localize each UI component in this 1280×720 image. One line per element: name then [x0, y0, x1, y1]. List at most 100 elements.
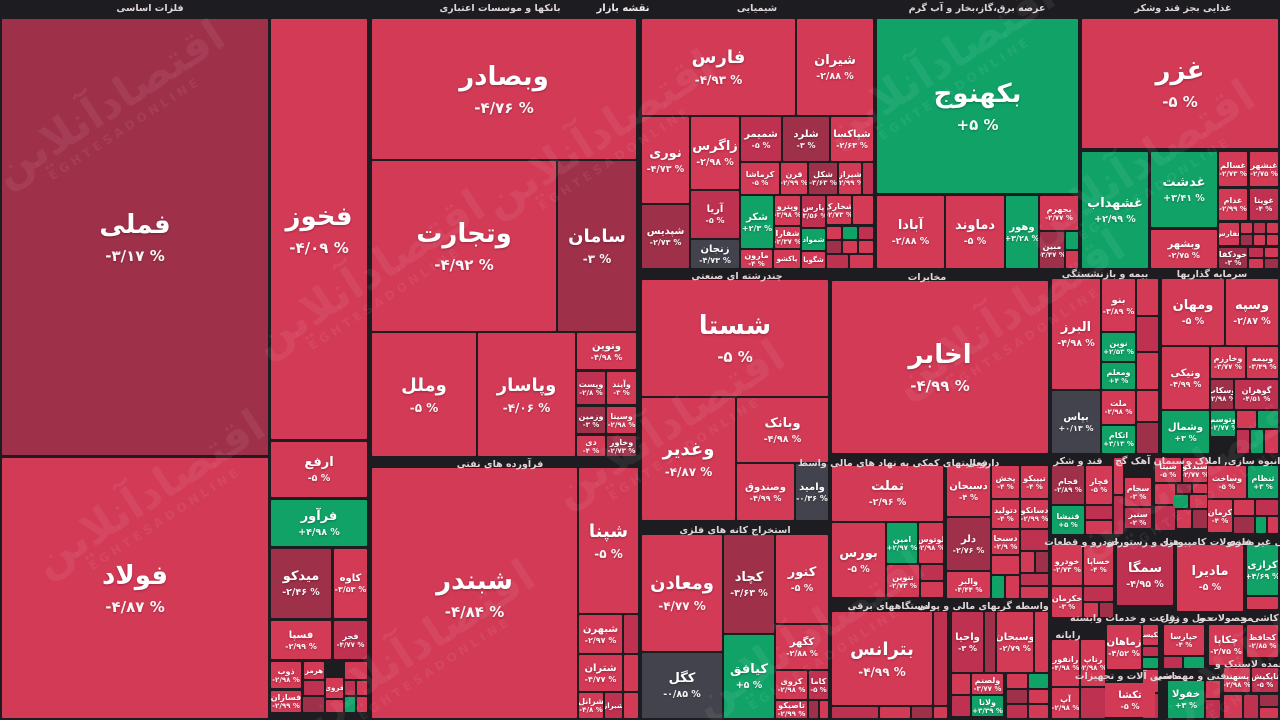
tile-unlabeled[interactable]	[985, 612, 995, 672]
tile-دماوند[interactable]: دماوند -۵ %	[946, 196, 1004, 268]
tile-unlabeled[interactable]	[1268, 517, 1278, 533]
tile-فولاد[interactable]: فولاد -۴/۸۷ %	[2, 458, 268, 718]
tile-وپترو[interactable]: وپترو -۳/۹۸ %	[775, 196, 800, 225]
tile-unlabeled[interactable]	[1029, 705, 1048, 718]
tile-unlabeled[interactable]	[934, 612, 947, 705]
tile-unlabeled[interactable]	[1021, 530, 1048, 550]
tile-unlabeled[interactable]	[1066, 232, 1078, 249]
tile-بنو[interactable]: بنو -۳/۸۹ %	[1102, 279, 1135, 331]
tile-unlabeled[interactable]	[1193, 510, 1207, 528]
tile-وبصادر[interactable]: وبصادر -۴/۷۶ %	[372, 19, 636, 159]
tile-unlabeled[interactable]	[304, 681, 324, 695]
tile-نوری[interactable]: نوری -۴/۷۳ %	[642, 117, 689, 203]
tile-دسبحان[interactable]: دسبحان -۴ %	[947, 466, 990, 516]
tile-وپاسار[interactable]: وپاسار -۴/۰۶ %	[478, 333, 575, 456]
tile-unlabeled[interactable]	[1177, 510, 1191, 528]
tile-اخابر[interactable]: اخابر -۴/۹۹ %	[832, 281, 1048, 453]
tile-unlabeled[interactable]	[1007, 705, 1027, 718]
tile-کیافق[interactable]: کیافق +۵ %	[724, 635, 774, 718]
tile-ولانا[interactable]: ولانا +۳/۳۹ %	[972, 696, 1003, 716]
tile-ونیکی[interactable]: ونیکی -۴/۹۹ %	[1162, 347, 1209, 409]
tile-unlabeled[interactable]	[1267, 235, 1278, 245]
tile-unlabeled[interactable]	[1190, 495, 1207, 508]
tile-شخارک[interactable]: شخارک-۲/۷۳ %	[827, 196, 851, 224]
tile-unlabeled[interactable]	[345, 681, 355, 695]
tile-وهور[interactable]: وهور +۳/۲۸ %	[1006, 196, 1038, 268]
tile-unlabeled[interactable]	[1155, 506, 1175, 530]
tile-غسالم[interactable]: غسالم -۲/۷۳ %	[1219, 152, 1247, 186]
tile-unlabeled[interactable]	[880, 707, 910, 718]
tile-unlabeled[interactable]	[357, 681, 367, 695]
tile-کاما[interactable]: کاما -۵ %	[809, 671, 828, 699]
tile-unlabeled[interactable]	[1177, 484, 1191, 493]
tile-unlabeled[interactable]	[1260, 695, 1278, 706]
tile-unlabeled[interactable]	[1086, 521, 1112, 534]
tile-کرازی[interactable]: کرازی+۴/۶۹ %	[1247, 545, 1278, 595]
tile-unlabeled[interactable]	[1249, 259, 1263, 268]
tile-کحافظ[interactable]: کحافظ -۲/۸۵ %	[1247, 625, 1278, 657]
tile-هرمز[interactable]: هرمز-۴ %	[304, 662, 324, 679]
tile-تیپیکو[interactable]: تیپیکو -۴ %	[1021, 466, 1048, 498]
tile-unlabeled[interactable]	[1029, 674, 1048, 688]
tile-البرز[interactable]: البرز -۴/۹۸ %	[1052, 279, 1100, 389]
tile-وبشهر[interactable]: وبشهر -۲/۷۵ %	[1151, 230, 1217, 268]
tile-غدام[interactable]: غدام -۲/۹۹ %	[1219, 189, 1247, 220]
tile-شبراز[interactable]: شبراز-۴ %	[605, 693, 622, 718]
tile-خکرمان[interactable]: خکرمان -۳ %	[1052, 587, 1082, 617]
tile-unlabeled[interactable]	[850, 255, 873, 268]
tile-unlabeled[interactable]	[1137, 279, 1158, 315]
tile-واحیا[interactable]: واحیا -۳ %	[952, 612, 983, 672]
tile-سجام[interactable]: سجام -۳ %	[1125, 478, 1151, 506]
tile-غفارس[interactable]: غفارس-۴/۷۳ %	[1219, 223, 1239, 245]
tile-unlabeled[interactable]	[1193, 484, 1207, 493]
tile-unlabeled[interactable]	[1021, 574, 1048, 585]
tile-unlabeled[interactable]	[1237, 411, 1256, 428]
tile-پاکشو[interactable]: پاکشو-۲/۸ %	[774, 250, 800, 268]
tile-unlabeled[interactable]	[345, 662, 367, 679]
tile-unlabeled[interactable]	[1066, 251, 1078, 268]
tile-شکل[interactable]: شکل -۳/۶۳ %	[809, 163, 837, 194]
tile-دسانکو[interactable]: دسانکو -۲/۹۹ %	[1021, 500, 1048, 528]
tile-unlabeled[interactable]	[1265, 430, 1278, 453]
tile-بپاس[interactable]: بپاس +۰/۱۳ %	[1052, 391, 1100, 453]
tile-میدکو[interactable]: میدکو -۲/۴۶ %	[271, 549, 331, 618]
tile-unlabeled[interactable]	[832, 707, 878, 718]
tile-تملت[interactable]: تملت -۲/۹۶ %	[832, 466, 943, 521]
tile-قرن[interactable]: قرن -۲/۹۹ %	[781, 163, 807, 194]
tile-شرانل[interactable]: شرانل -۴/۸ %	[579, 693, 603, 718]
tile-چکاپا[interactable]: چکاپا -۲/۷۵ %	[1209, 625, 1243, 665]
tile-وساخت[interactable]: وساخت -۵ %	[1208, 466, 1246, 498]
tile-خودرو[interactable]: خودرو -۲/۷۳ %	[1052, 545, 1082, 585]
tile-فسازان[interactable]: فسازان -۲/۹۹ %	[271, 691, 301, 712]
tile-فروی[interactable]: فروی-۵ %	[326, 678, 343, 698]
tile-unlabeled[interactable]	[1234, 500, 1254, 515]
tile-unlabeled[interactable]	[1206, 681, 1220, 698]
tile-unlabeled[interactable]	[863, 163, 873, 194]
tile-unlabeled[interactable]	[952, 674, 970, 694]
tile-وبیمه[interactable]: وبیمه -۳/۴۹ %	[1247, 347, 1278, 378]
tile-unlabeled[interactable]	[1114, 458, 1123, 494]
tile-unlabeled[interactable]	[1249, 248, 1263, 257]
tile-خودکفا[interactable]: خودکفا -۳ %	[1219, 248, 1247, 268]
tile-unlabeled[interactable]	[1137, 423, 1158, 453]
tile-ومعلم[interactable]: ومعلم +۴ %	[1102, 363, 1135, 389]
tile-کروی[interactable]: کروی -۲/۹۸ %	[776, 671, 807, 699]
tile-وملل[interactable]: وملل -۵ %	[372, 333, 476, 456]
tile-وآیند[interactable]: وآیند -۳ %	[607, 372, 636, 404]
tile-کگل[interactable]: کگل -۰/۸۵ %	[642, 653, 722, 718]
tile-unlabeled[interactable]	[1021, 587, 1048, 598]
tile-تایکیش[interactable]: تایکیش -۵ %	[1252, 668, 1278, 692]
tile-بجهرم[interactable]: بجهرم -۲/۷۷ %	[1040, 196, 1078, 230]
tile-فملی[interactable]: فملی -۳/۱۷ %	[2, 19, 268, 455]
tile-شفارا[interactable]: شفارا -۲/۳۷ %	[775, 227, 800, 248]
tile-unlabeled[interactable]	[827, 227, 841, 239]
tile-مبین[interactable]: مبین-۳/۴۷ %	[1040, 232, 1064, 268]
tile-شپدیس[interactable]: شپدیس -۲/۷۳ %	[642, 205, 689, 268]
tile-وسینا[interactable]: وسینا -۲/۹۸ %	[607, 407, 636, 433]
tile-unlabeled[interactable]	[952, 696, 970, 716]
tile-unlabeled[interactable]	[1265, 248, 1278, 257]
tile-unlabeled[interactable]	[1206, 700, 1220, 718]
tile-unlabeled[interactable]	[1164, 657, 1182, 668]
tile-پسهند[interactable]: پسهند -۲/۹۸ %	[1224, 668, 1250, 692]
tile-مارون[interactable]: مارون -۴ %	[741, 250, 772, 268]
